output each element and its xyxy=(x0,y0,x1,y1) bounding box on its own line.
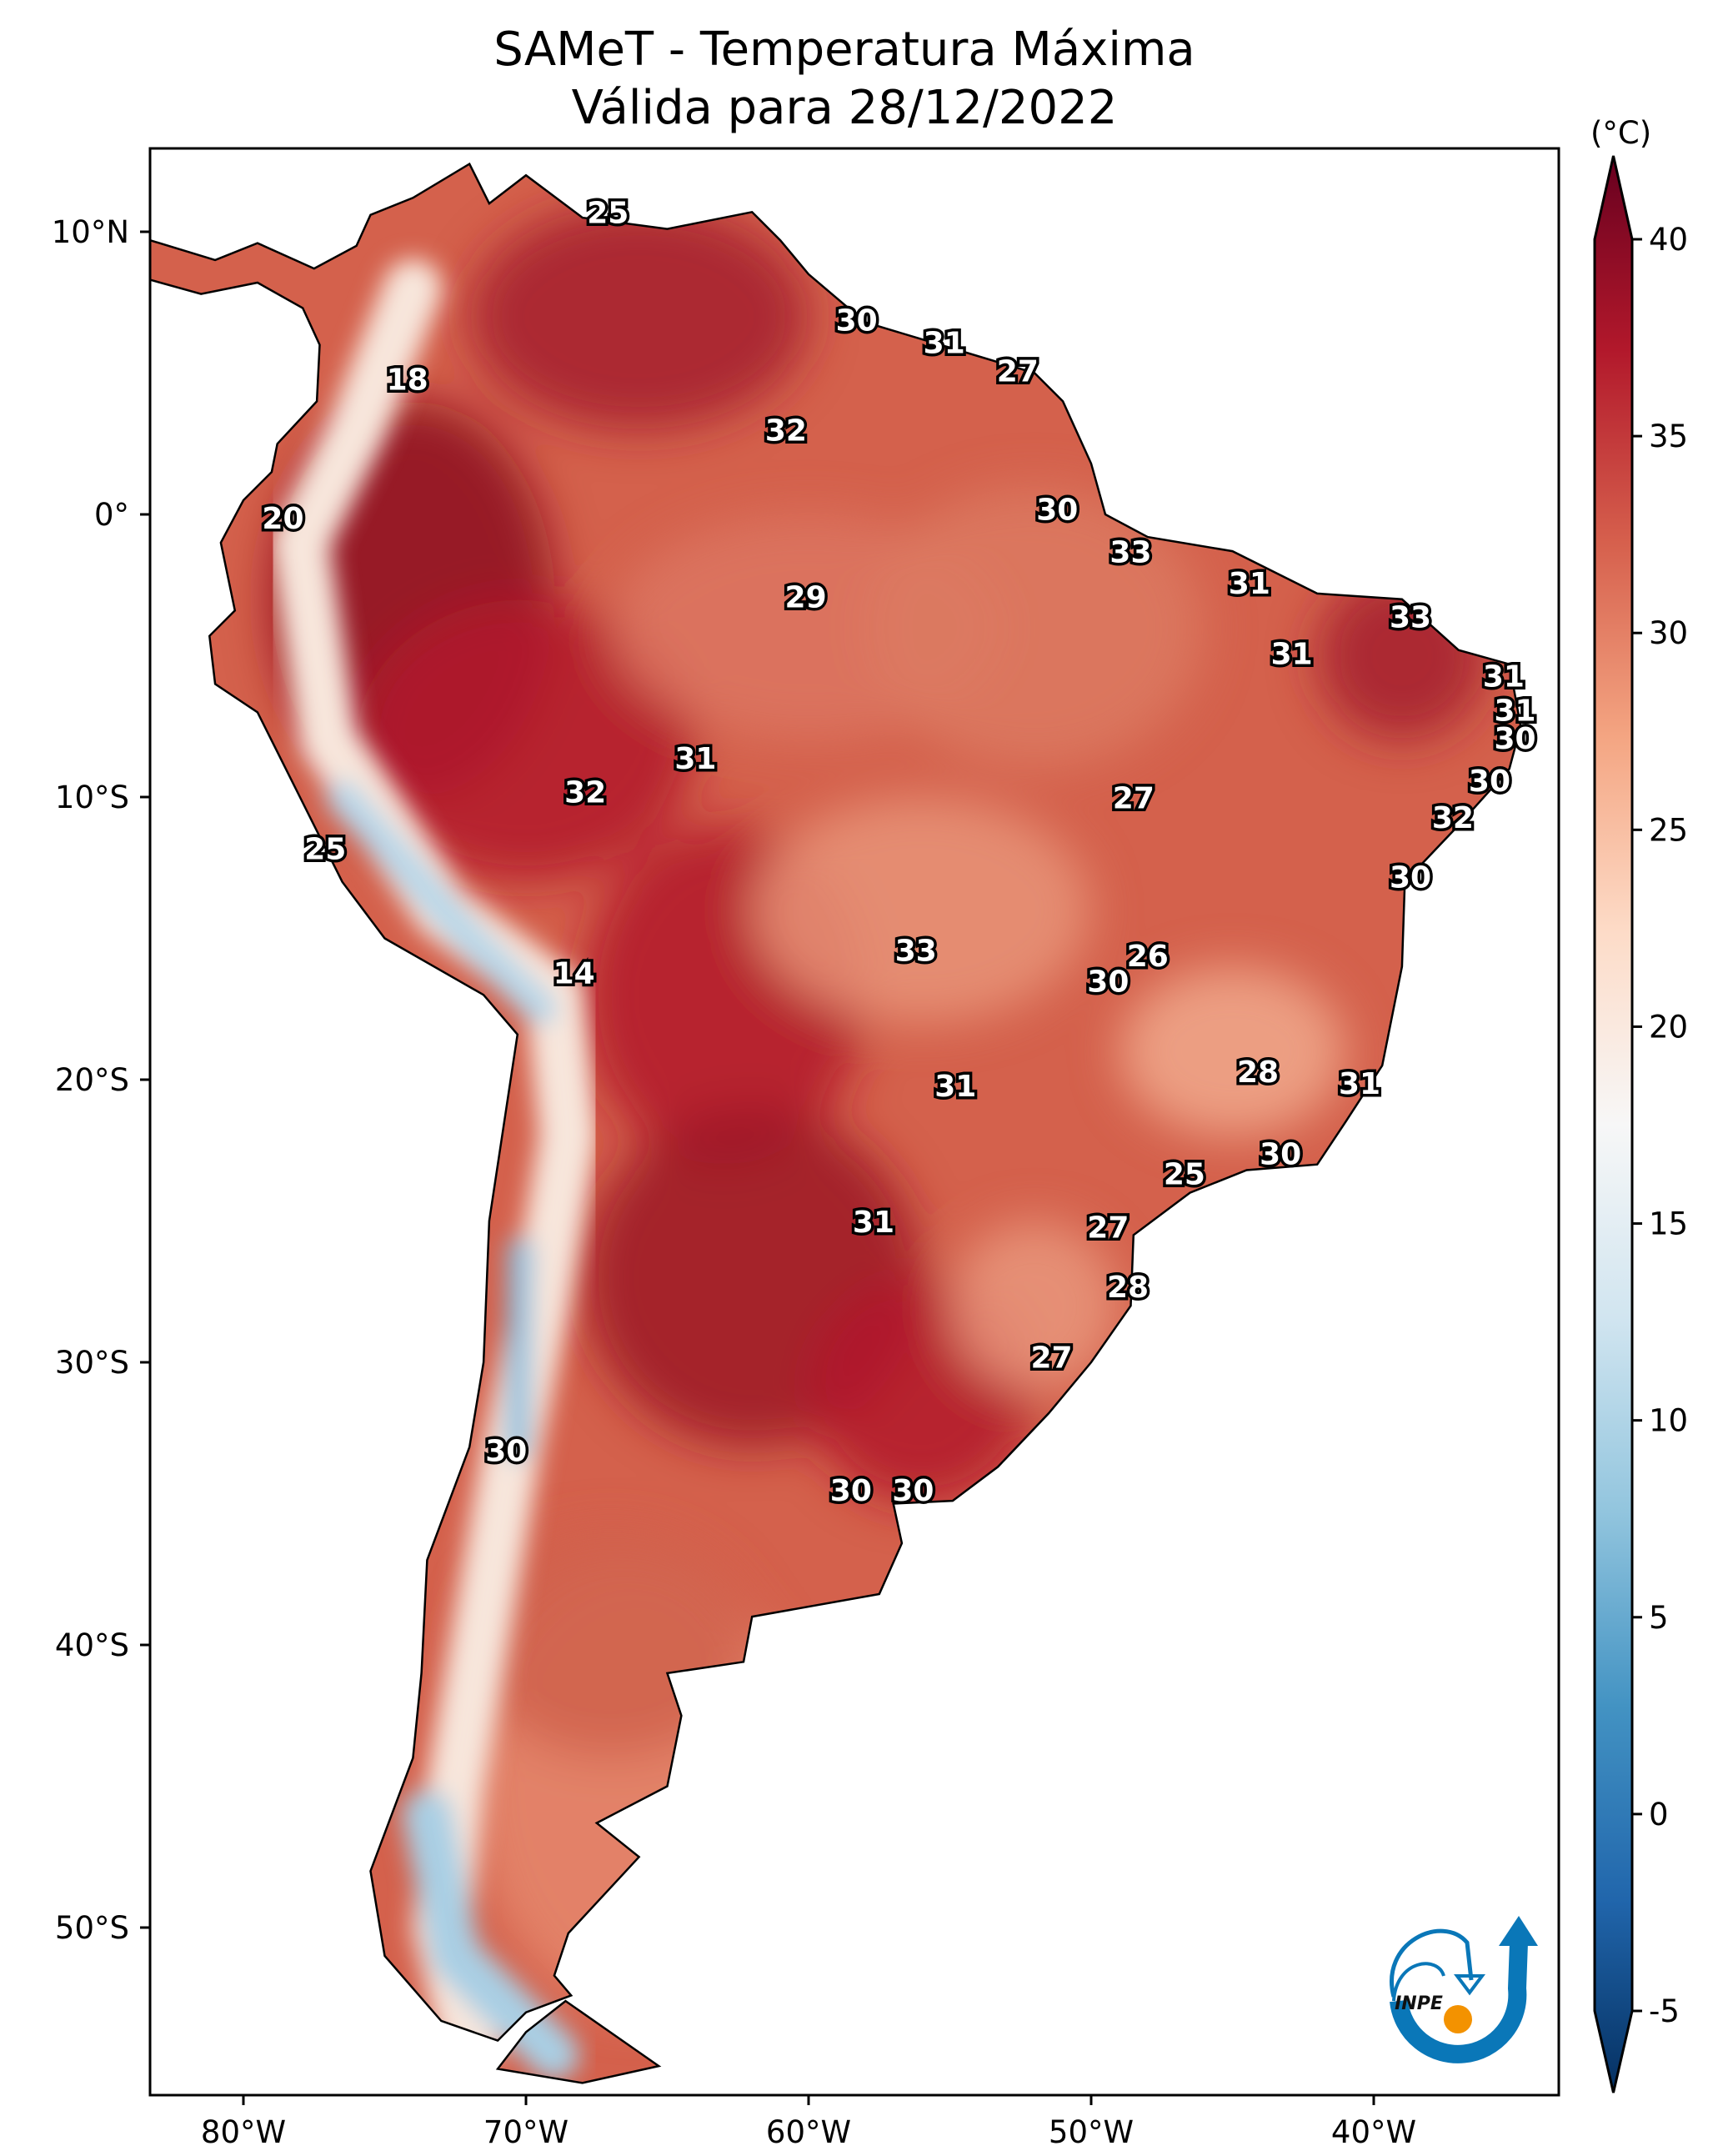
colorbar-units: (°C) xyxy=(1590,115,1651,151)
temperature-label: 31 xyxy=(1339,1067,1380,1101)
logo-sun-icon xyxy=(1444,2005,1472,2033)
latitude-axis: 10°N 0° 10°S 20°S 30°S 40°S 50°S xyxy=(52,214,150,1946)
temperature-label: 31 xyxy=(1483,660,1525,694)
longitude-axis: 80°W 70°W 60°W 50°W 40°W xyxy=(201,2095,1416,2150)
temperature-label: 33 xyxy=(895,934,937,968)
x-tick-label: 70°W xyxy=(483,2114,568,2150)
inpe-logo: INPE xyxy=(1390,1916,1538,2063)
temperature-label: 30 xyxy=(830,1474,872,1508)
colorbar-tick-label: 40 xyxy=(1649,222,1688,258)
temperature-label: 27 xyxy=(997,355,1039,389)
y-tick-label: 30°S xyxy=(55,1345,129,1381)
y-tick-label: 40°S xyxy=(55,1627,129,1663)
colorbar-tick-label: 25 xyxy=(1649,812,1688,848)
temperature-label: 18 xyxy=(387,364,428,398)
temperature-label: 30 xyxy=(1390,860,1431,895)
colorbar-tick-label: 5 xyxy=(1649,1600,1669,1636)
temperature-label: 30 xyxy=(836,303,878,338)
temperature-label: 31 xyxy=(1271,638,1313,672)
x-tick-label: 40°W xyxy=(1331,2114,1416,2150)
coastline xyxy=(148,162,1522,2084)
y-tick-label: 0° xyxy=(94,497,129,533)
temperature-label: 25 xyxy=(587,197,629,231)
temperature-label: 28 xyxy=(1237,1055,1279,1090)
temperature-label: 30 xyxy=(1087,965,1129,1000)
temperature-label: 33 xyxy=(1109,535,1151,569)
colorbar-tick-label: 35 xyxy=(1649,419,1688,454)
temperature-label: 25 xyxy=(304,832,346,866)
temperature-label: 32 xyxy=(765,414,807,449)
temperature-label: 33 xyxy=(1390,600,1431,634)
colorbar: 40 35 30 25 20 15 10 5 0 -5 (°C) xyxy=(1590,115,1688,2093)
colorbar-tick-label: 20 xyxy=(1649,1009,1688,1045)
temperature-label: 14 xyxy=(553,957,595,991)
temperature-label: 30 xyxy=(485,1434,527,1468)
x-tick-label: 50°W xyxy=(1049,2114,1134,2150)
temperature-label: 30 xyxy=(892,1474,934,1508)
temperature-label: 20 xyxy=(262,502,303,536)
temperature-label: 31 xyxy=(1494,694,1535,728)
temperature-label: 30 xyxy=(1469,765,1510,799)
y-tick-label: 10°N xyxy=(52,214,129,250)
temperature-label: 26 xyxy=(1127,940,1169,974)
temperature-label: 31 xyxy=(1229,567,1270,601)
temperature-label: 32 xyxy=(1432,801,1474,835)
y-tick-label: 50°S xyxy=(55,1910,129,1946)
temperature-label: 30 xyxy=(1494,722,1535,756)
temperature-label: 31 xyxy=(924,327,965,361)
x-tick-label: 80°W xyxy=(201,2114,286,2150)
temperature-label: 27 xyxy=(1113,781,1155,815)
colorbar-ticks: 40 35 30 25 20 15 10 5 0 -5 xyxy=(1632,222,1688,2029)
temperature-label: 25 xyxy=(1164,1157,1205,1191)
map-title: SAMeT - Temperatura Máxima xyxy=(493,23,1195,77)
colorbar-tick-label: 0 xyxy=(1649,1797,1669,1833)
temperature-label: 27 xyxy=(1030,1341,1072,1376)
temperature-label: 31 xyxy=(934,1070,976,1104)
temperature-label: 27 xyxy=(1087,1211,1129,1246)
logo-text: INPE xyxy=(1395,1993,1443,2014)
x-tick-label: 60°W xyxy=(766,2114,851,2150)
temperature-label: 30 xyxy=(1036,494,1078,528)
temperature-label: 32 xyxy=(564,776,606,810)
temperature-label: 29 xyxy=(785,581,827,615)
colorbar-tick-label: 30 xyxy=(1649,615,1688,651)
map-frame xyxy=(148,147,1560,2097)
temperature-label: 28 xyxy=(1107,1271,1149,1305)
colorbar-tick-label: 10 xyxy=(1649,1403,1688,1439)
colorbar-tick-label: 15 xyxy=(1649,1206,1688,1242)
colorbar-bar xyxy=(1593,155,1634,2093)
temperature-label: 30 xyxy=(1260,1138,1301,1172)
y-tick-label: 20°S xyxy=(55,1062,129,1098)
temperature-label: 31 xyxy=(853,1206,894,1240)
colorbar-tick-label: -5 xyxy=(1649,1993,1680,2029)
y-tick-label: 10°S xyxy=(55,780,129,815)
temperature-label: 31 xyxy=(674,742,716,776)
map-subtitle: Válida para 28/12/2022 xyxy=(572,81,1118,135)
